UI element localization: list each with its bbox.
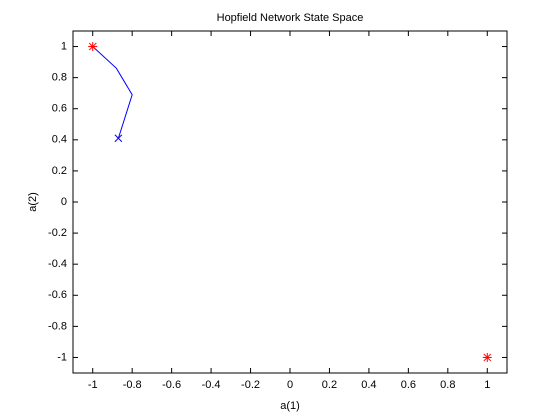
x-tick-label: -0.2: [241, 379, 260, 391]
x-tick-label: 0.4: [361, 379, 376, 391]
data-point: [482, 352, 492, 362]
y-tick-label: -0.6: [48, 289, 67, 301]
line: [92, 46, 133, 139]
y-tick-label: -0.8: [48, 320, 67, 332]
x-tick-label: 0.8: [440, 379, 455, 391]
y-tick-label: 0.4: [52, 134, 67, 146]
x-tick-label: -0.8: [123, 379, 142, 391]
x-tick-label: 0: [287, 379, 293, 391]
chart-title: Hopfield Network State Space: [217, 12, 364, 24]
x-tick-label: -0.4: [202, 379, 221, 391]
x-tick-label: 0.6: [401, 379, 416, 391]
x-tick-label: 0.2: [322, 379, 337, 391]
x-tick-label: 1: [484, 379, 490, 391]
data-point: [114, 134, 123, 143]
axes-box: [72, 30, 508, 374]
y-tick-label: 0.8: [52, 72, 67, 84]
y-tick-label: 0.2: [52, 165, 67, 177]
y-tick-label: 0: [61, 196, 67, 208]
y-tick-label: 0.6: [52, 103, 67, 115]
x-tick-label: -1: [88, 379, 98, 391]
y-axis-label: a(2): [27, 192, 39, 212]
y-tick-label: -0.4: [48, 258, 67, 270]
y-tick-label: -0.2: [48, 227, 67, 239]
marker-stroke: [114, 134, 123, 143]
y-tick-label: 1: [61, 40, 67, 52]
data-point: [88, 42, 98, 52]
x-tick-label: -0.6: [162, 379, 181, 391]
x-axis-label: a(1): [280, 400, 300, 412]
y-tick-label: -1: [57, 351, 67, 363]
